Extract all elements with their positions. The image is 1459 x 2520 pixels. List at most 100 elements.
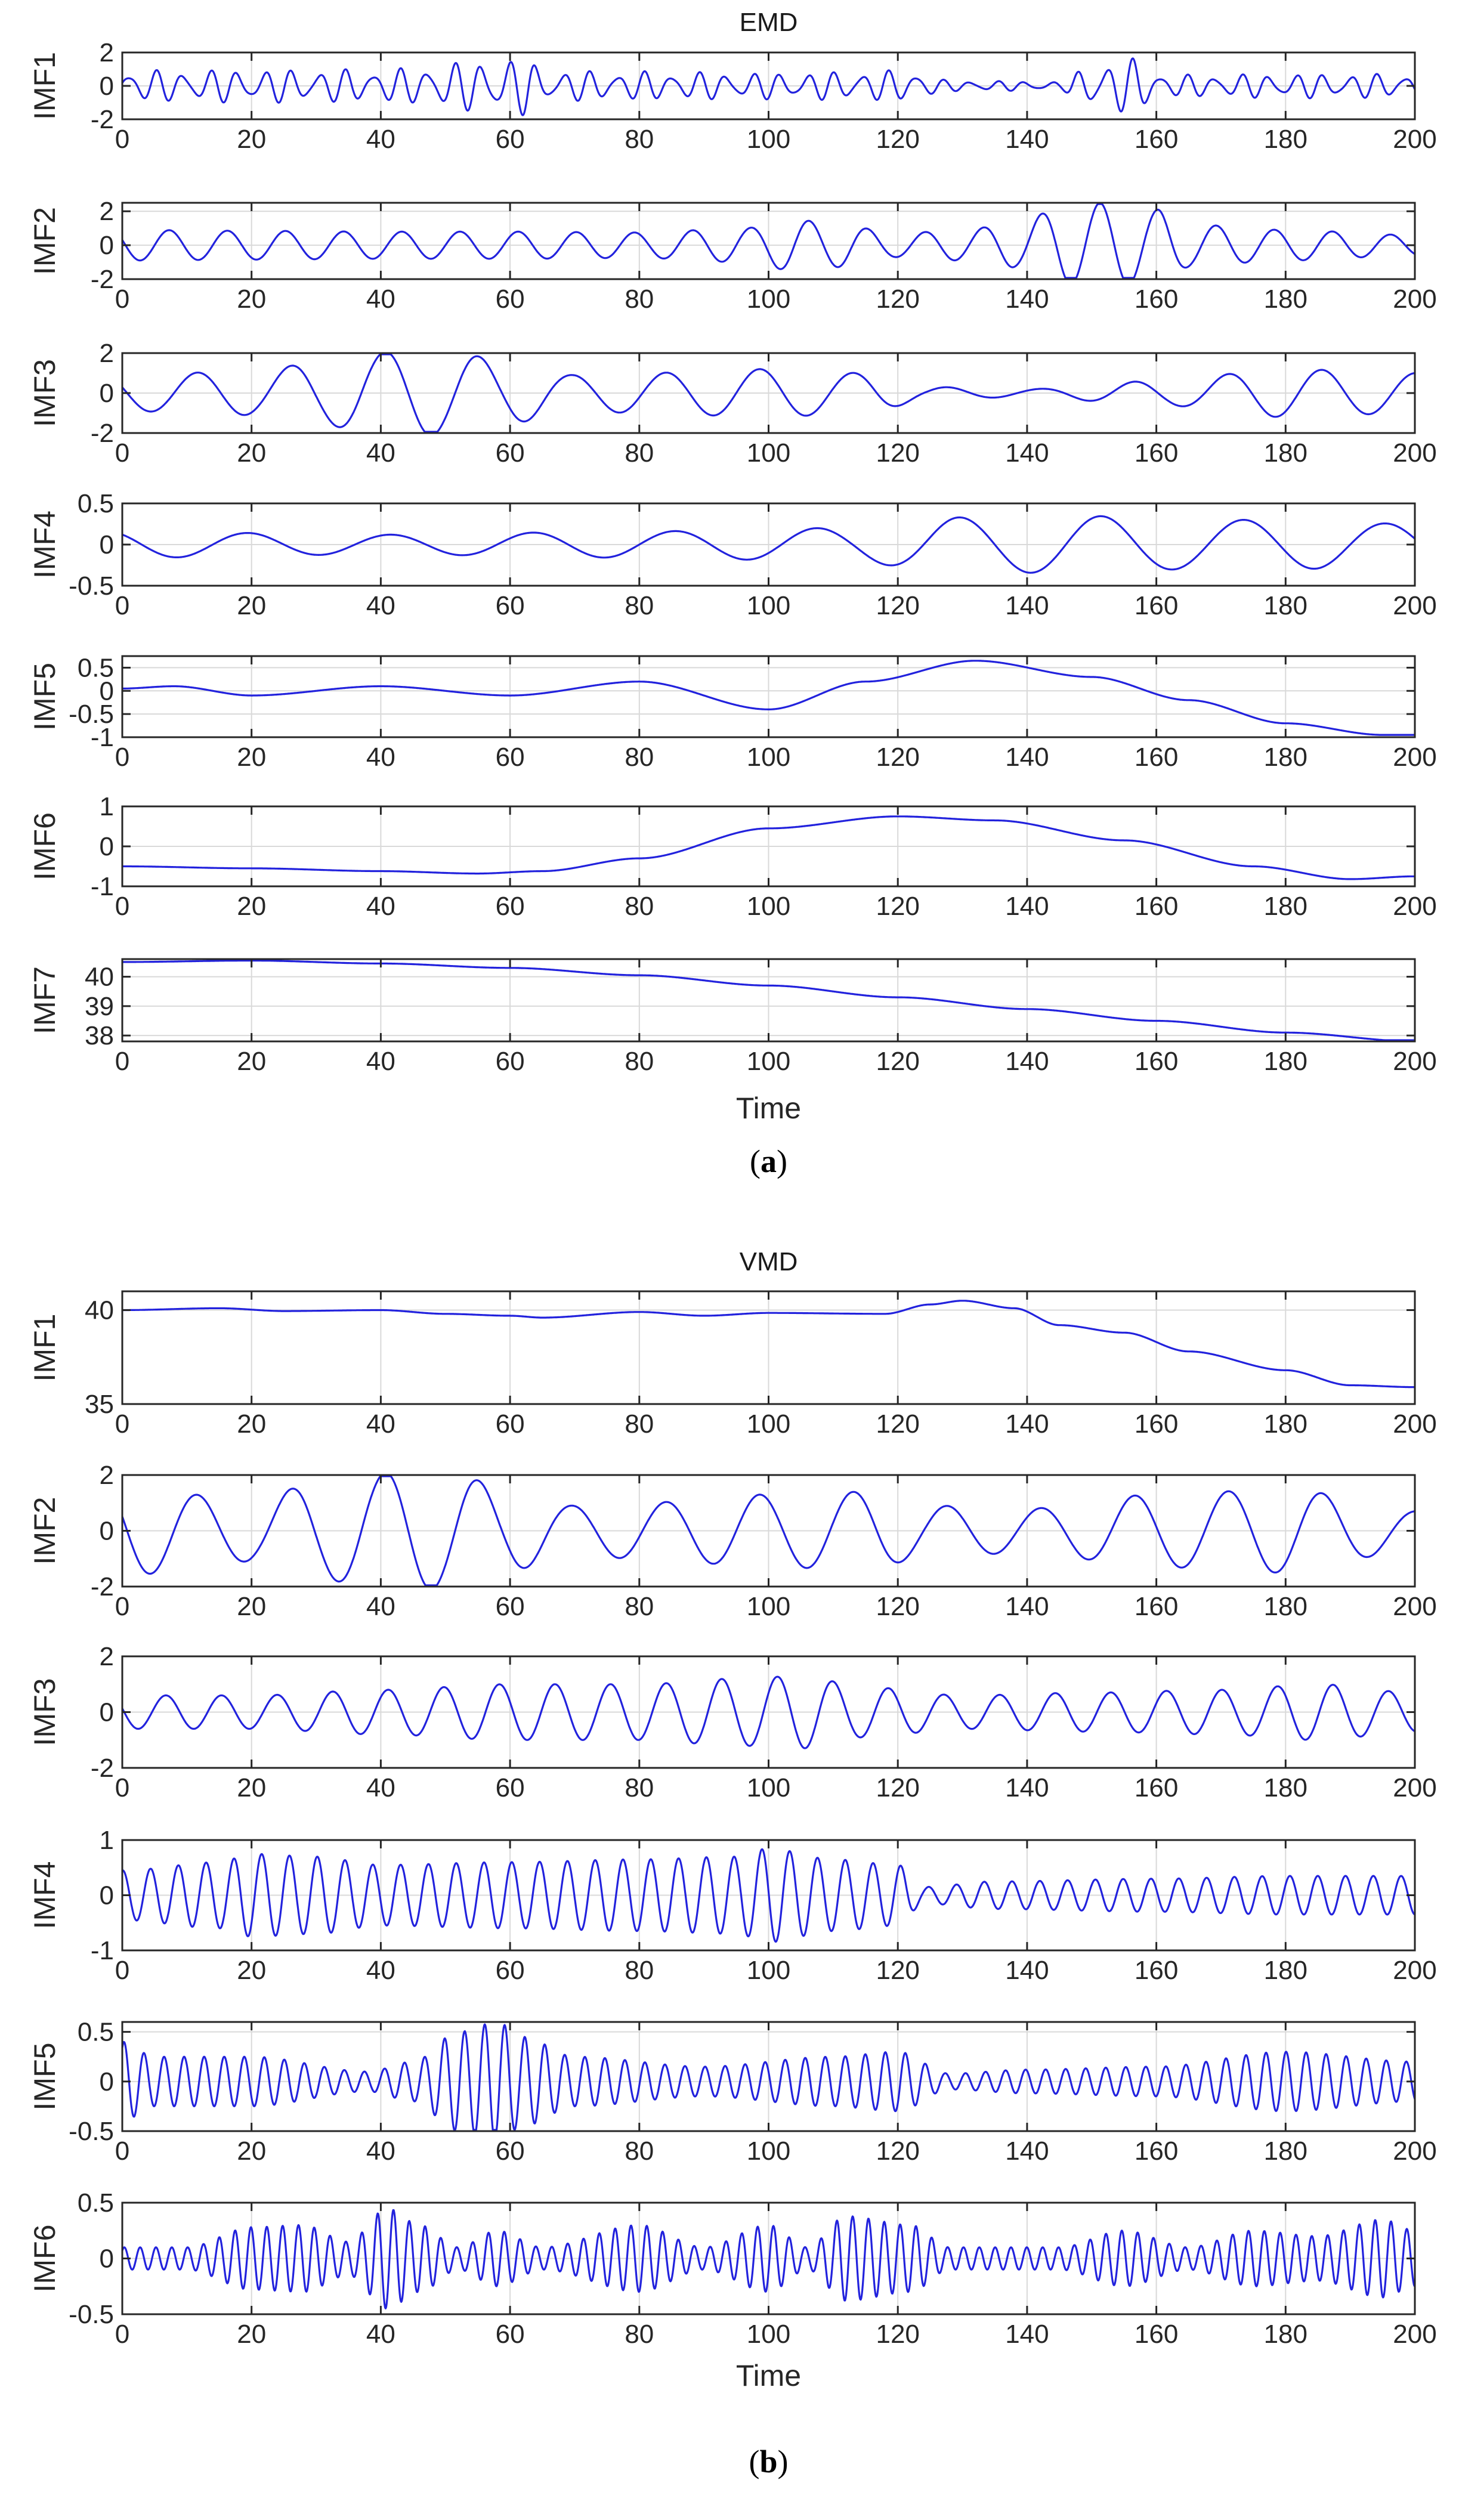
x-tick-label: 160: [1135, 2136, 1178, 2166]
x-tick-label: 0: [115, 2136, 129, 2166]
x-tick-label: 40: [366, 1956, 395, 1985]
x-tick-label: 20: [237, 125, 266, 154]
x-tick-label: 80: [625, 1773, 654, 1802]
series-line-imf4: [122, 515, 1416, 574]
series-line-imf7: [122, 959, 1415, 1041]
y-tick-label: 40: [85, 963, 114, 992]
x-axis-label: Time: [736, 2359, 801, 2392]
x-tick-label: 80: [625, 125, 654, 154]
y-tick-label: 0: [100, 1881, 114, 1910]
x-tick-label: 80: [625, 591, 654, 620]
x-tick-label: 200: [1393, 1409, 1436, 1439]
y-axis-label: IMF3: [28, 1678, 61, 1746]
series-line-imf3: [121, 353, 1415, 433]
y-axis-label: IMF5: [28, 2043, 61, 2111]
x-tick-label: 80: [625, 1047, 654, 1076]
caption-open-paren: (: [750, 1143, 761, 1179]
x-tick-label: 60: [496, 1047, 525, 1076]
x-tick-label: 60: [496, 1592, 525, 1621]
x-tick-label: 20: [237, 285, 266, 314]
x-tick-label: 120: [876, 1773, 919, 1802]
x-tick-label: 120: [876, 1409, 919, 1439]
y-tick-label: 0: [100, 2244, 114, 2274]
x-tick-label: 160: [1135, 1956, 1178, 1985]
x-tick-label: 120: [876, 1592, 919, 1621]
y-tick-label: 0: [100, 530, 114, 559]
x-tick-label: 40: [366, 743, 395, 772]
y-axis-label: IMF7: [28, 966, 61, 1034]
y-tick-label: 2: [100, 1461, 114, 1490]
x-tick-label: 40: [366, 125, 395, 154]
x-tick-label: 100: [747, 2136, 790, 2166]
x-tick-label: 80: [625, 1956, 654, 1985]
y-tick-label: 0.5: [78, 489, 114, 518]
caption-open-paren: (: [749, 2444, 759, 2479]
x-tick-label: 0: [115, 438, 129, 468]
x-tick-label: 60: [496, 2136, 525, 2166]
caption-close-paren: ): [777, 1143, 787, 1179]
caption-letter: a: [761, 1143, 777, 1179]
x-tick-label: 100: [747, 1956, 790, 1985]
x-tick-label: 160: [1135, 2320, 1178, 2349]
x-tick-label: 140: [1005, 2136, 1049, 2166]
x-tick-label: 140: [1005, 1409, 1049, 1439]
x-tick-label: 80: [625, 285, 654, 314]
x-tick-label: 140: [1005, 1773, 1049, 1802]
x-tick-label: 180: [1264, 438, 1307, 468]
x-tick-label: 200: [1393, 438, 1436, 468]
caption-close-paren: ): [778, 2444, 789, 2479]
x-tick-label: 200: [1393, 1773, 1436, 1802]
x-tick-label: 160: [1135, 285, 1178, 314]
y-tick-label: 0: [100, 1517, 114, 1546]
x-tick-label: 40: [366, 1592, 395, 1621]
x-tick-label: 160: [1135, 591, 1178, 620]
x-tick-label: 160: [1135, 125, 1178, 154]
x-tick-label: 160: [1135, 438, 1178, 468]
series-line-imf5: [121, 2023, 1416, 2131]
y-tick-label: -0.5: [69, 2117, 114, 2146]
x-tick-label: 160: [1135, 892, 1178, 921]
x-tick-label: 180: [1264, 2320, 1307, 2349]
y-axis-label: IMF1: [28, 1314, 61, 1382]
y-axis-label: IMF2: [28, 207, 61, 275]
x-tick-label: 60: [496, 892, 525, 921]
x-tick-label: 100: [747, 1592, 790, 1621]
y-tick-label: 1: [100, 792, 114, 821]
y-axis-label: IMF2: [28, 1497, 61, 1565]
subplot-imf1: 0 20 40 60 80 100 120 140 160 180 200 35 40 IMF1: [28, 1290, 1437, 1439]
y-tick-label: 0.5: [78, 2018, 114, 2047]
caption-letter: b: [759, 2444, 777, 2479]
x-tick-label: 100: [747, 1409, 790, 1439]
y-tick-label: 2: [100, 339, 114, 368]
y-axis-label: IMF5: [28, 663, 61, 731]
x-tick-label: 140: [1005, 285, 1049, 314]
x-tick-label: 140: [1005, 892, 1049, 921]
x-tick-label: 120: [876, 2136, 919, 2166]
x-tick-label: 100: [747, 743, 790, 772]
x-tick-label: 80: [625, 1409, 654, 1439]
x-tick-label: 0: [115, 1047, 129, 1076]
x-tick-label: 160: [1135, 1592, 1178, 1621]
x-tick-label: 120: [876, 1956, 919, 1985]
x-tick-label: 180: [1264, 1956, 1307, 1985]
subfigure-caption: (a): [750, 1143, 787, 1179]
x-tick-label: 0: [115, 2320, 129, 2349]
x-tick-label: 20: [237, 892, 266, 921]
x-tick-label: 20: [237, 2320, 266, 2349]
y-tick-label: -0.5: [69, 571, 114, 601]
y-tick-label: -2: [91, 105, 114, 134]
series-line-imf4: [122, 1848, 1415, 1943]
x-tick-label: 180: [1264, 591, 1307, 620]
x-tick-label: 120: [876, 285, 919, 314]
x-tick-label: 0: [115, 1592, 129, 1621]
y-tick-label: 0: [100, 72, 114, 101]
y-axis-label: IMF6: [28, 812, 61, 880]
x-tick-label: 120: [876, 2320, 919, 2349]
y-tick-label: -2: [91, 419, 114, 448]
x-tick-label: 200: [1393, 2136, 1436, 2166]
y-tick-label: -2: [91, 265, 114, 294]
